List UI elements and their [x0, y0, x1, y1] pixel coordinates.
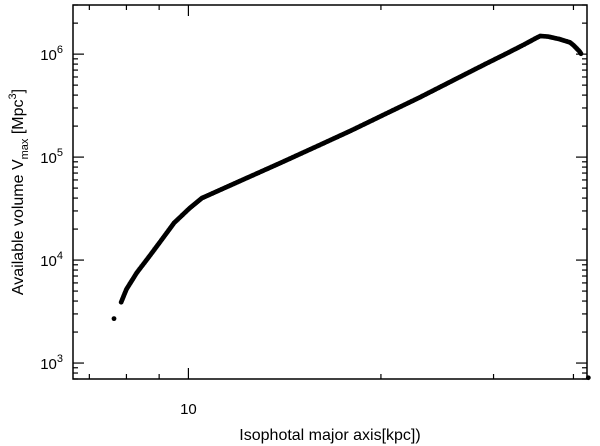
y-tick-label: 103: [40, 353, 63, 373]
y-axis-label-subscript: max: [19, 138, 31, 159]
x-axis-label: Isophotal major axis[kpc]): [239, 427, 420, 444]
y-tick-label: 105: [40, 147, 63, 167]
x-tick-label: 10: [180, 401, 197, 418]
data-point: [111, 316, 117, 322]
y-axis-label-main: Available volume V: [10, 159, 27, 295]
axis-ticks: 103 104 105 106 10: [40, 4, 587, 418]
y-tick-label: 104: [40, 250, 63, 270]
y-tick-label: 106: [40, 44, 63, 64]
y-axis-label-unit: [Mpc: [10, 99, 27, 138]
y-axis-label-unit-exponent: 3: [7, 93, 19, 99]
y-axis-label-unit-close: ]: [10, 89, 27, 93]
plot-frame: [72, 4, 588, 380]
data-points: [111, 33, 591, 381]
y-axis-label: Available volume Vmax [Mpc3]: [7, 89, 31, 295]
